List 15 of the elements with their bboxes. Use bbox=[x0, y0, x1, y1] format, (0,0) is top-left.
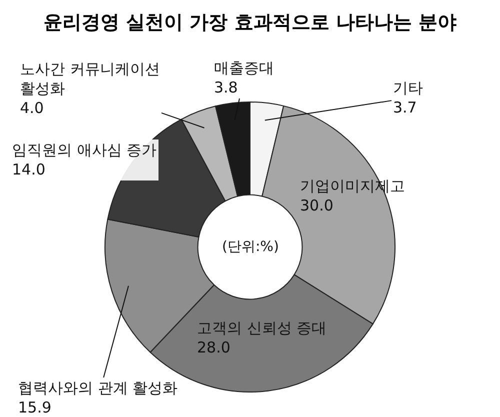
slice-label: 매출증대 bbox=[214, 59, 274, 77]
data-label: 4.0 bbox=[20, 99, 44, 117]
data-label: 3.7 bbox=[393, 98, 417, 116]
data-label: 15.9 bbox=[18, 398, 52, 416]
chart-title: 윤리경영 실천이 가장 효과적으로 나타나는 분야 bbox=[43, 12, 457, 34]
slice-label: 협력사와의 관계 활성화 bbox=[18, 379, 178, 397]
data-label: 28.0 bbox=[197, 338, 230, 356]
slice-label: 고객의 신뢰성 증대 bbox=[197, 319, 327, 337]
data-label: 3.8 bbox=[214, 78, 238, 96]
data-label: 14.0 bbox=[12, 160, 46, 178]
slice-label: 노사간 커뮤니케이션 활성화 bbox=[20, 60, 160, 98]
slice-label: 기타 bbox=[393, 79, 423, 97]
data-label: 30.0 bbox=[300, 196, 334, 214]
text: (단위:%) bbox=[222, 239, 279, 255]
slice-label: 임직원의 애사심 증가 bbox=[12, 141, 157, 159]
